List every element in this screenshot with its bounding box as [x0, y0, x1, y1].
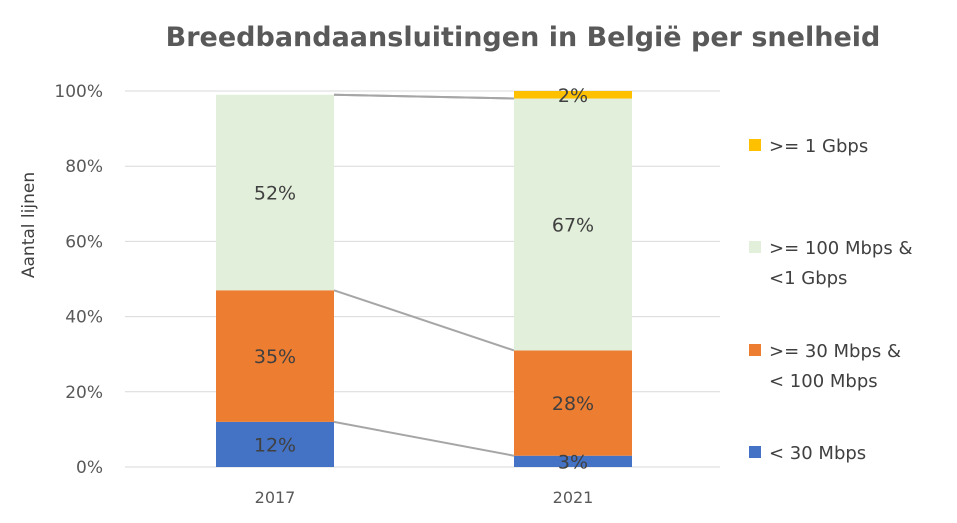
y-tick-label: 0% [76, 458, 103, 478]
y-tick-label: 40% [65, 308, 103, 328]
series-line [333, 93, 515, 100]
legend-label: >= 1 Gbps [769, 136, 868, 157]
y-tick-label: 60% [65, 232, 103, 252]
x-tick-label: 2017 [255, 488, 296, 507]
y-axis-label: Aantal lijnen [19, 172, 39, 278]
legend: >= 1 Gbps >= 100 Mbps & <1 Gbps >= 30 Mbps … [749, 136, 912, 464]
data-label: 52% [254, 183, 296, 205]
data-label: 12% [254, 434, 296, 456]
series-line [333, 289, 515, 352]
bar-segment [216, 94, 334, 291]
bar-segment [514, 350, 632, 456]
legend-label: >= 30 Mbps & [769, 341, 901, 362]
data-label: 35% [254, 346, 296, 368]
y-tick-label: 20% [65, 383, 103, 403]
series-line [333, 420, 515, 457]
series-lines [333, 93, 515, 457]
x-tick-label: 2021 [553, 488, 594, 507]
legend-swatch [749, 446, 761, 458]
legend-swatch [749, 241, 761, 253]
legend-swatch [749, 139, 761, 151]
data-label: 2% [558, 85, 588, 107]
data-labels: 12% 3% 35% 28% 52% 67% 2% [254, 85, 594, 474]
bars [216, 91, 632, 467]
data-label: 3% [558, 451, 588, 473]
y-tick-label: 100% [54, 82, 103, 102]
bar-segment [216, 290, 334, 422]
legend-label: < 100 Mbps [769, 371, 878, 392]
bar-segment [514, 91, 632, 99]
data-label: 67% [552, 214, 594, 236]
y-tick-label: 80% [65, 157, 103, 177]
data-label: 28% [552, 393, 594, 415]
chart-title: Breedbandaansluitingen in België per sne… [166, 22, 881, 53]
bar-segment [216, 421, 334, 467]
legend-swatch [749, 344, 761, 356]
bar-segment [514, 98, 632, 351]
axes: 0% 20% 40% 60% 80% 100% 2017 2021 [54, 82, 593, 507]
legend-label: < 30 Mbps [769, 443, 866, 464]
legend-label: >= 100 Mbps & [769, 238, 912, 259]
bar-segment [514, 455, 632, 467]
legend-label: <1 Gbps [769, 268, 847, 289]
